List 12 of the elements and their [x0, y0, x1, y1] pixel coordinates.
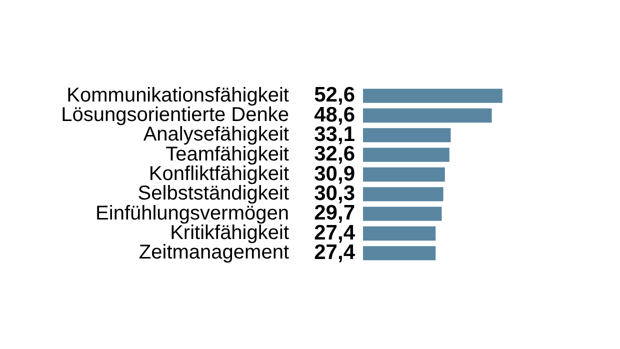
bar — [363, 108, 492, 123]
bar — [363, 206, 442, 221]
y-tick-label: Kommunikationsfähigkeit — [66, 84, 290, 106]
data-label: 52,6 — [314, 84, 355, 107]
y-tick-label: Analysefähigkeit — [143, 124, 290, 146]
bar — [363, 226, 436, 241]
bar — [363, 148, 450, 162]
bar — [363, 187, 444, 202]
bar — [363, 88, 502, 103]
bar — [363, 246, 436, 260]
bar — [363, 128, 451, 142]
bar — [363, 167, 445, 182]
